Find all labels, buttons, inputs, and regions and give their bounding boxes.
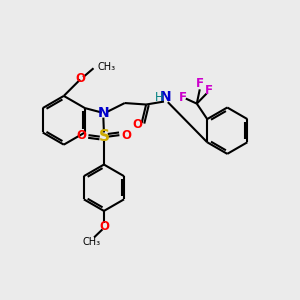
- Text: F: F: [205, 84, 213, 97]
- Text: N: N: [98, 106, 109, 120]
- Text: CH₃: CH₃: [97, 62, 115, 72]
- Text: S: S: [98, 129, 110, 144]
- Text: O: O: [76, 129, 86, 142]
- Text: O: O: [122, 129, 131, 142]
- Text: N: N: [160, 90, 171, 104]
- Text: CH₃: CH₃: [82, 237, 100, 247]
- Text: O: O: [133, 118, 142, 131]
- Text: H: H: [154, 91, 163, 103]
- Text: F: F: [179, 91, 187, 103]
- Text: F: F: [196, 77, 204, 90]
- Text: O: O: [99, 220, 109, 233]
- Text: O: O: [76, 73, 86, 85]
